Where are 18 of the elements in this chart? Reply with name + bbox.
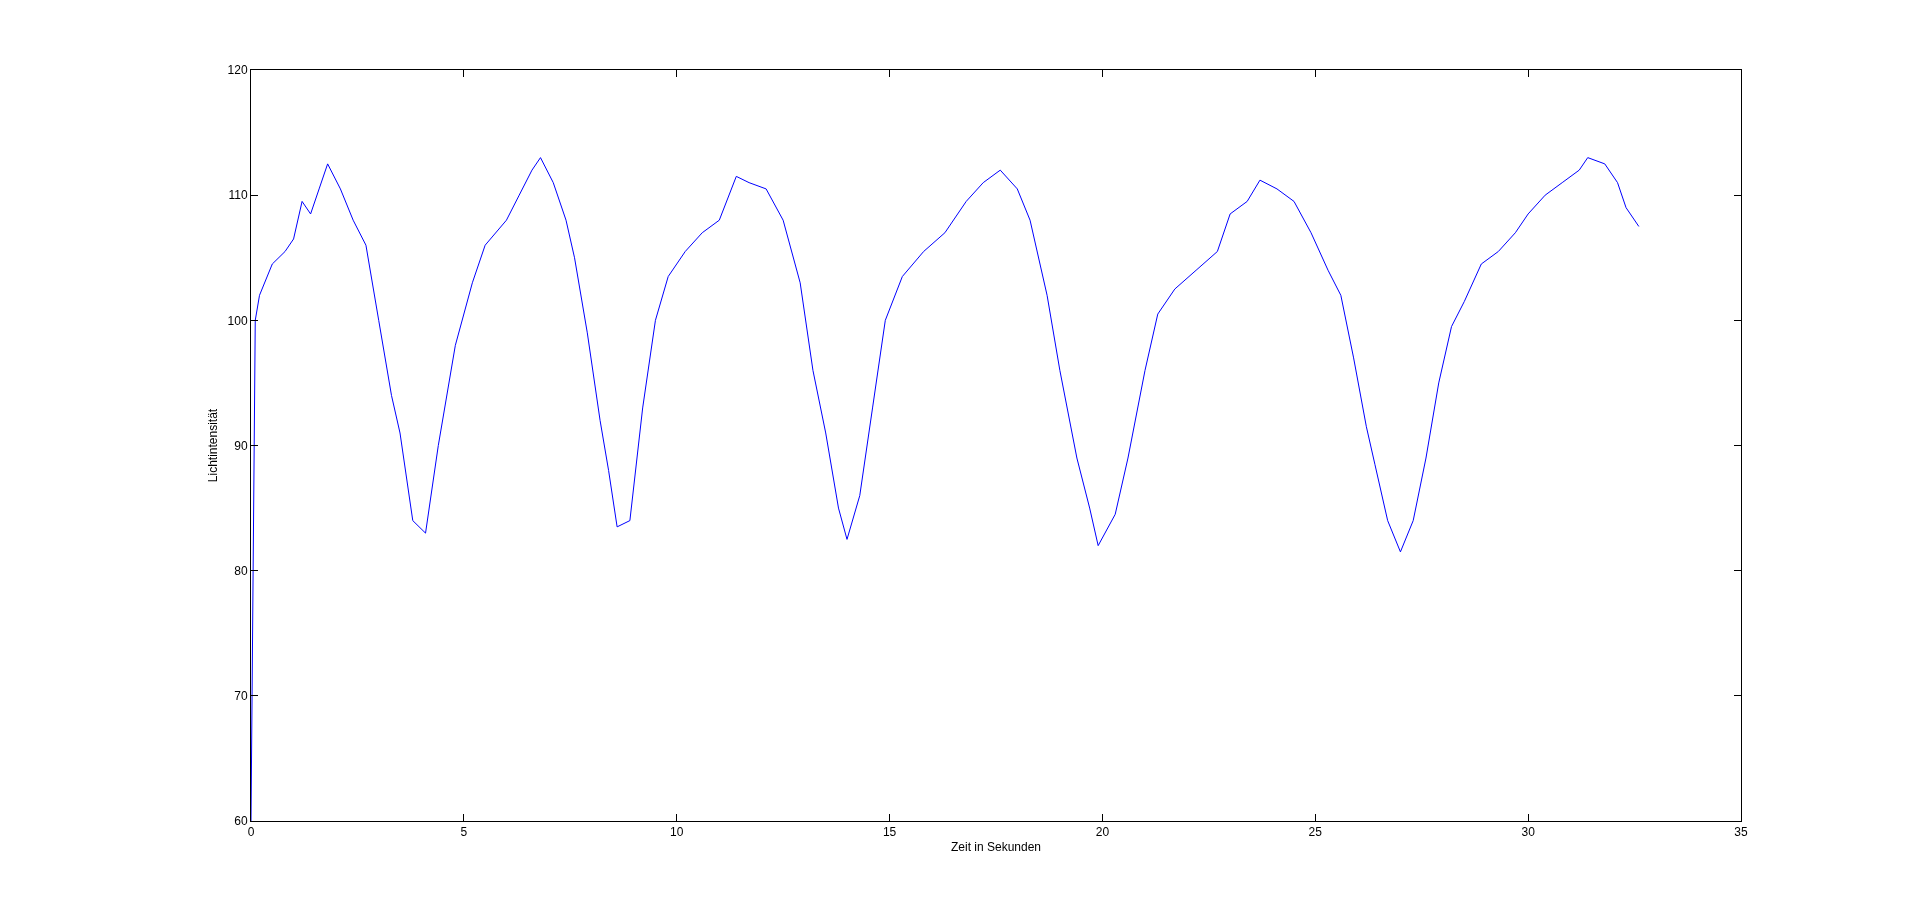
x-tick-label: 5 bbox=[460, 825, 468, 840]
x-tick-label: 30 bbox=[1521, 825, 1536, 840]
y-tick-label: 90 bbox=[234, 438, 248, 453]
x-axis-title: Zeit in Sekunden bbox=[950, 840, 1042, 855]
y-tick-label: 80 bbox=[234, 563, 248, 578]
y-tick-label: 110 bbox=[228, 188, 248, 203]
x-tick-label: 25 bbox=[1308, 825, 1323, 840]
x-tick-label: 10 bbox=[670, 825, 684, 840]
x-tick-label: 15 bbox=[882, 825, 897, 840]
y-tick-label: 60 bbox=[234, 814, 248, 829]
y-axis-title: Lichtintensität bbox=[206, 408, 220, 483]
y-tick-label: 100 bbox=[227, 313, 248, 328]
y-tick-label: 70 bbox=[234, 689, 248, 704]
x-tick-label: 35 bbox=[1734, 825, 1748, 840]
x-tick-label: 20 bbox=[1095, 825, 1110, 840]
y-tick-label: 120 bbox=[227, 63, 248, 78]
x-tick-label: 0 bbox=[247, 825, 255, 840]
line-series bbox=[251, 157, 1640, 821]
